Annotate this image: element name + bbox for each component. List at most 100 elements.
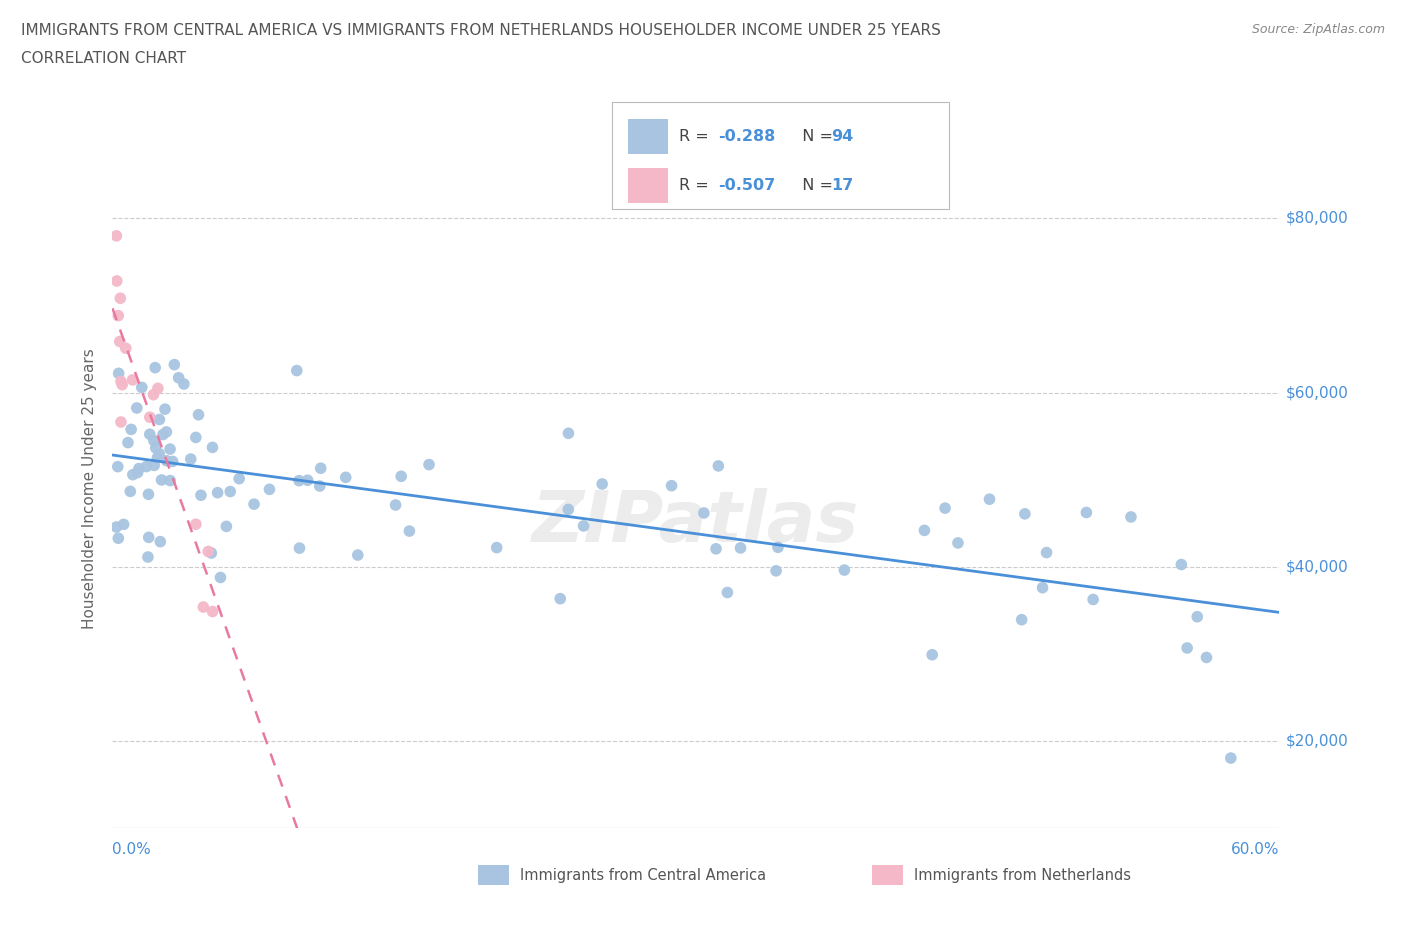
- Point: [163, 357, 186, 372]
- Point: [730, 540, 752, 555]
- Point: [1170, 557, 1192, 572]
- Point: [661, 478, 683, 493]
- Point: [110, 291, 132, 306]
- Point: [557, 502, 579, 517]
- Point: [308, 479, 330, 494]
- Point: [1175, 641, 1198, 656]
- Point: [384, 498, 406, 512]
- Point: [288, 473, 311, 488]
- Point: [136, 550, 159, 565]
- Text: 60.0%: 60.0%: [1232, 842, 1279, 857]
- Point: [117, 435, 139, 450]
- Point: [120, 484, 142, 498]
- Point: [190, 488, 212, 503]
- Point: [346, 548, 368, 563]
- Point: [1032, 580, 1054, 595]
- Point: [152, 427, 174, 442]
- Point: [142, 433, 165, 448]
- Text: -0.507: -0.507: [718, 179, 776, 193]
- Point: [1014, 507, 1036, 522]
- Point: [143, 360, 166, 375]
- Text: 17: 17: [831, 179, 853, 193]
- Point: [1219, 751, 1241, 765]
- Point: [111, 378, 134, 392]
- Point: [766, 540, 789, 555]
- Point: [193, 600, 215, 615]
- Point: [1076, 505, 1098, 520]
- Point: [215, 519, 238, 534]
- Point: [128, 461, 150, 476]
- Point: [145, 441, 167, 456]
- Point: [150, 472, 173, 487]
- Point: [146, 381, 169, 396]
- Text: CORRELATION CHART: CORRELATION CHART: [21, 51, 186, 66]
- Point: [159, 473, 181, 488]
- Text: ZIPatlas: ZIPatlas: [533, 487, 859, 557]
- Text: R =: R =: [679, 179, 714, 193]
- Point: [309, 460, 332, 475]
- Point: [591, 476, 613, 491]
- Text: IMMIGRANTS FROM CENTRAL AMERICA VS IMMIGRANTS FROM NETHERLANDS HOUSEHOLDER INCOM: IMMIGRANTS FROM CENTRAL AMERICA VS IMMIG…: [21, 23, 941, 38]
- Text: R =: R =: [679, 129, 714, 144]
- Y-axis label: Householder Income Under 25 years: Householder Income Under 25 years: [82, 348, 97, 629]
- Point: [105, 229, 128, 244]
- Text: N =: N =: [792, 129, 838, 144]
- Point: [389, 469, 412, 484]
- Point: [1011, 612, 1033, 627]
- Text: Immigrants from Netherlands: Immigrants from Netherlands: [914, 868, 1130, 883]
- Point: [1195, 650, 1218, 665]
- Point: [200, 546, 222, 561]
- Point: [557, 426, 579, 441]
- Point: [142, 387, 165, 402]
- Text: -0.288: -0.288: [718, 129, 776, 144]
- Point: [127, 465, 149, 480]
- Point: [155, 424, 177, 439]
- Point: [704, 541, 727, 556]
- Point: [173, 377, 195, 392]
- Point: [139, 410, 162, 425]
- Point: [149, 534, 172, 549]
- Point: [693, 506, 716, 521]
- Point: [335, 470, 357, 485]
- Point: [834, 563, 856, 578]
- Point: [921, 647, 943, 662]
- Point: [765, 564, 787, 578]
- Text: N =: N =: [792, 179, 838, 193]
- Point: [143, 458, 166, 472]
- Point: [135, 459, 157, 474]
- Point: [184, 430, 207, 445]
- Point: [120, 422, 142, 437]
- Point: [979, 492, 1001, 507]
- Point: [1035, 545, 1057, 560]
- Point: [209, 570, 232, 585]
- Text: 0.0%: 0.0%: [112, 842, 152, 857]
- Point: [114, 340, 136, 355]
- Point: [297, 472, 319, 487]
- Point: [148, 446, 170, 461]
- Text: $80,000: $80,000: [1285, 211, 1348, 226]
- Text: Source: ZipAtlas.com: Source: ZipAtlas.com: [1251, 23, 1385, 36]
- Point: [201, 440, 224, 455]
- Point: [946, 536, 969, 551]
- Point: [180, 452, 202, 467]
- Text: Immigrants from Central America: Immigrants from Central America: [520, 868, 766, 883]
- Point: [138, 487, 160, 502]
- Point: [398, 524, 420, 538]
- Point: [219, 485, 242, 499]
- Point: [107, 531, 129, 546]
- Point: [207, 485, 229, 500]
- Point: [228, 472, 250, 486]
- Point: [155, 453, 177, 468]
- Point: [148, 412, 170, 427]
- Point: [146, 450, 169, 465]
- Point: [934, 500, 956, 515]
- Point: [139, 427, 162, 442]
- Text: $20,000: $20,000: [1285, 733, 1348, 748]
- Point: [107, 365, 129, 380]
- Text: $60,000: $60,000: [1285, 385, 1348, 400]
- Point: [201, 604, 224, 619]
- Point: [131, 380, 153, 395]
- Point: [243, 497, 266, 512]
- Point: [108, 334, 131, 349]
- Text: 94: 94: [831, 129, 853, 144]
